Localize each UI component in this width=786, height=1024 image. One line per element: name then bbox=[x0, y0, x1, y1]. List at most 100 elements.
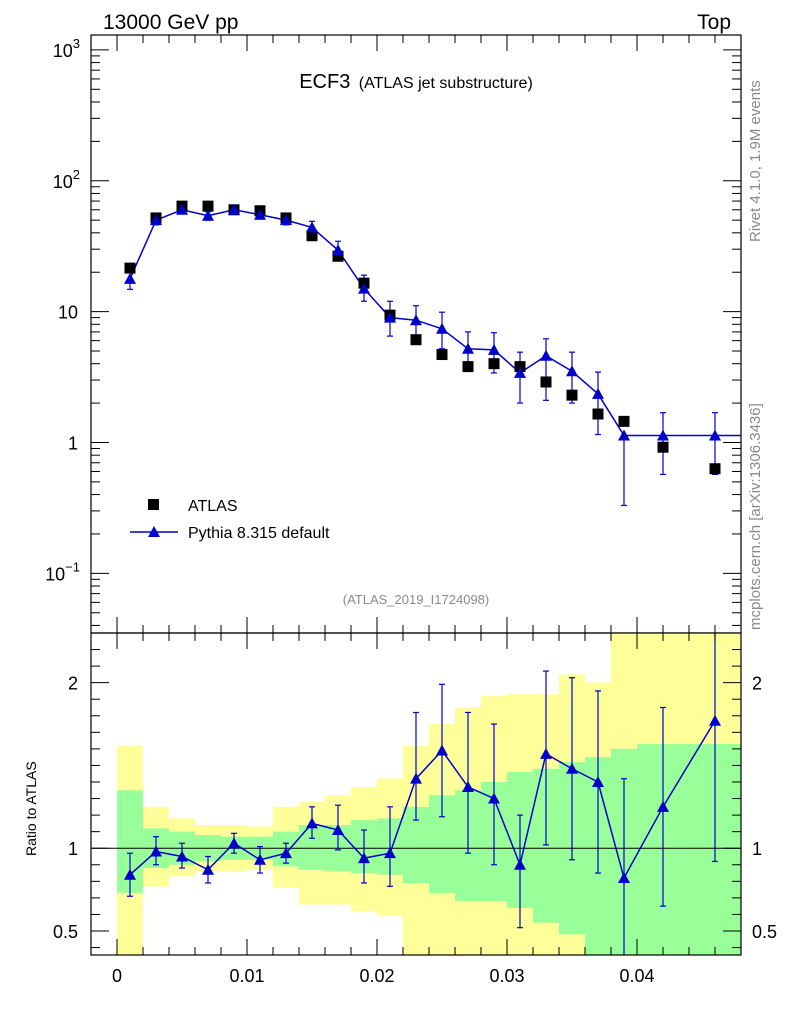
pythia-point bbox=[657, 429, 669, 441]
y-tick-label-exponent: 3 bbox=[73, 36, 80, 51]
ratio-pythia-point bbox=[488, 792, 500, 804]
pythia-point bbox=[358, 282, 370, 294]
pythia-point bbox=[592, 387, 604, 399]
pythia-point bbox=[410, 314, 422, 326]
ratio-pythia-point bbox=[124, 868, 136, 880]
pythia-point bbox=[566, 365, 578, 377]
atlas-point bbox=[410, 334, 422, 346]
ratio-pythia-point bbox=[254, 853, 266, 865]
atlas-point bbox=[657, 441, 669, 453]
chart-title: ECF3 (ATLAS jet substructure) bbox=[299, 71, 533, 93]
atlas-point bbox=[202, 200, 214, 212]
pythia-point bbox=[436, 322, 448, 334]
y-tick-label-base: 1 bbox=[68, 433, 78, 453]
pythia-point bbox=[488, 343, 500, 355]
analysis-id-label: (ATLAS_2019_I1724098) bbox=[343, 592, 489, 607]
legend-atlas-label: ATLAS bbox=[188, 498, 238, 515]
y-tick-label: 103 bbox=[53, 36, 80, 61]
chart-title-main: ECF3 bbox=[299, 71, 350, 93]
ratio-plot-frame bbox=[90, 632, 742, 956]
pythia-point bbox=[540, 349, 552, 361]
y-tick-label-base: 10 bbox=[58, 303, 78, 323]
mcplots-reference-text: mcplots.cern.ch [arXiv:1306.3436] bbox=[747, 403, 764, 630]
pythia-point bbox=[202, 209, 214, 221]
ratio-data-layer bbox=[124, 633, 721, 955]
pythia-point bbox=[280, 214, 292, 226]
atlas-point bbox=[709, 463, 721, 475]
pythia-point bbox=[462, 342, 474, 354]
ratio-axis-ticks: 0.5 0.5 1 1 2 2 bbox=[53, 649, 777, 949]
pythia-line bbox=[129, 209, 741, 437]
pythia-point bbox=[514, 366, 526, 378]
ratio-pythia-point bbox=[228, 837, 240, 849]
y-tick-label: 1 bbox=[68, 433, 78, 453]
legend-pythia-marker bbox=[148, 526, 160, 537]
pythia-point bbox=[124, 272, 136, 284]
x-tick-label: 0.04 bbox=[619, 966, 654, 986]
ratio-pythia-point bbox=[332, 824, 344, 836]
ratio-pythia-point bbox=[592, 775, 604, 787]
atlas-point bbox=[124, 262, 136, 274]
rivet-version-text: Rivet 4.1.0, 1.9M events bbox=[747, 80, 764, 242]
pythia-point bbox=[150, 214, 162, 226]
ratio-y-tick-label-right: 1 bbox=[752, 839, 762, 859]
ratio-y-tick-label-left: 1 bbox=[68, 839, 78, 859]
pythia-point bbox=[618, 429, 630, 441]
ratio-pythia-point bbox=[410, 772, 422, 784]
ratio-pythia-point bbox=[618, 872, 630, 884]
legend-pythia-label: Pythia 8.315 default bbox=[188, 525, 330, 542]
y-tick-label-base: 10 bbox=[45, 564, 65, 584]
ratio-pythia-point bbox=[384, 847, 396, 859]
atlas-point bbox=[306, 230, 318, 242]
atlas-point bbox=[514, 361, 526, 373]
ratio-pythia-point bbox=[566, 762, 578, 774]
atlas-point bbox=[488, 358, 500, 370]
y-tick-label-exponent: −1 bbox=[65, 559, 80, 574]
ratio-pythia-point bbox=[280, 847, 292, 859]
main-data-layer bbox=[124, 200, 741, 507]
ratio-pythia-point bbox=[176, 850, 188, 862]
pythia-point bbox=[306, 221, 318, 233]
legend-atlas-marker bbox=[148, 499, 159, 510]
ratio-pythia-point bbox=[462, 780, 474, 792]
atlas-point bbox=[540, 376, 552, 388]
ratio-pythia-point bbox=[514, 858, 526, 870]
ratio-pythia-point bbox=[358, 852, 370, 864]
ratio-y-tick-label-left: 2 bbox=[68, 674, 78, 694]
header-right: Top bbox=[697, 11, 731, 34]
ratio-y-tick-label-right: 0.5 bbox=[752, 922, 777, 942]
atlas-point bbox=[618, 415, 630, 427]
chart-title-sub: (ATLAS jet substructure) bbox=[359, 75, 533, 92]
atlas-point bbox=[566, 389, 578, 401]
ratio-panel: 0.5 0.5 1 1 2 2 Ratio to ATLAS bbox=[23, 632, 777, 956]
x-tick-label: 0 bbox=[112, 966, 122, 986]
pythia-point bbox=[228, 203, 240, 215]
atlas-point bbox=[462, 361, 474, 373]
legend: ATLAS Pythia 8.315 default bbox=[130, 498, 330, 542]
atlas-point bbox=[436, 349, 448, 361]
x-tick-label: 0.01 bbox=[229, 966, 264, 986]
ratio-pythia-point bbox=[202, 863, 214, 875]
y-tick-label: 10 bbox=[58, 303, 78, 323]
ratio-pythia-point bbox=[436, 744, 448, 756]
y-tick-label: 10−1 bbox=[45, 559, 80, 584]
pythia-point bbox=[254, 208, 266, 220]
ratio-pythia-point bbox=[540, 747, 552, 759]
atlas-point bbox=[332, 250, 344, 262]
ratio-y-tick-label-right: 2 bbox=[752, 674, 762, 694]
y-tick-label-base: 10 bbox=[53, 172, 73, 192]
x-tick-label: 0.02 bbox=[359, 966, 394, 986]
pythia-point bbox=[332, 244, 344, 256]
ratio-pythia-point bbox=[306, 817, 318, 829]
ratio-pythia-point bbox=[709, 714, 721, 726]
ratio-pythia-point bbox=[150, 845, 162, 857]
pythia-point bbox=[709, 429, 721, 441]
atlas-point bbox=[592, 408, 604, 420]
ratio-y-tick-label-left: 0.5 bbox=[53, 922, 78, 942]
pythia-point bbox=[176, 203, 188, 215]
x-tick-label: 0.03 bbox=[489, 966, 524, 986]
header-left: 13000 GeV pp bbox=[103, 11, 238, 34]
y-tick-label: 102 bbox=[53, 167, 80, 192]
